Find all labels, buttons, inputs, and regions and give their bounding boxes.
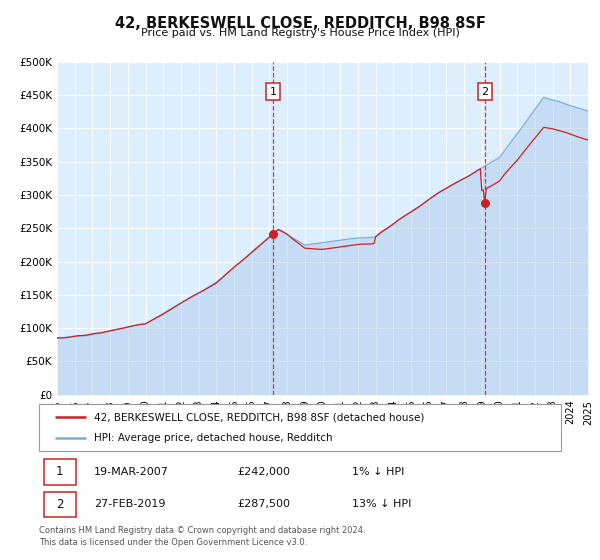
Point	[268, 229, 278, 238]
Text: 42, BERKESWELL CLOSE, REDDITCH, B98 8SF: 42, BERKESWELL CLOSE, REDDITCH, B98 8SF	[115, 16, 485, 31]
Point	[480, 199, 490, 208]
Text: 13% ↓ HPI: 13% ↓ HPI	[352, 500, 412, 510]
Text: Price paid vs. HM Land Registry's House Price Index (HPI): Price paid vs. HM Land Registry's House …	[140, 28, 460, 38]
Text: 1: 1	[56, 465, 64, 478]
FancyBboxPatch shape	[44, 492, 76, 517]
Text: 2: 2	[481, 87, 488, 96]
Text: 27-FEB-2019: 27-FEB-2019	[94, 500, 166, 510]
Text: £287,500: £287,500	[238, 500, 290, 510]
Text: HPI: Average price, detached house, Redditch: HPI: Average price, detached house, Redd…	[94, 433, 332, 443]
FancyBboxPatch shape	[39, 404, 561, 451]
Text: £242,000: £242,000	[238, 467, 290, 477]
Text: This data is licensed under the Open Government Licence v3.0.: This data is licensed under the Open Gov…	[39, 538, 307, 547]
Text: 19-MAR-2007: 19-MAR-2007	[94, 467, 169, 477]
Text: 1: 1	[269, 87, 277, 96]
Text: 1% ↓ HPI: 1% ↓ HPI	[352, 467, 404, 477]
Text: 42, BERKESWELL CLOSE, REDDITCH, B98 8SF (detached house): 42, BERKESWELL CLOSE, REDDITCH, B98 8SF …	[94, 412, 424, 422]
Text: Contains HM Land Registry data © Crown copyright and database right 2024.: Contains HM Land Registry data © Crown c…	[39, 526, 365, 535]
FancyBboxPatch shape	[44, 459, 76, 485]
Text: 2: 2	[56, 498, 64, 511]
